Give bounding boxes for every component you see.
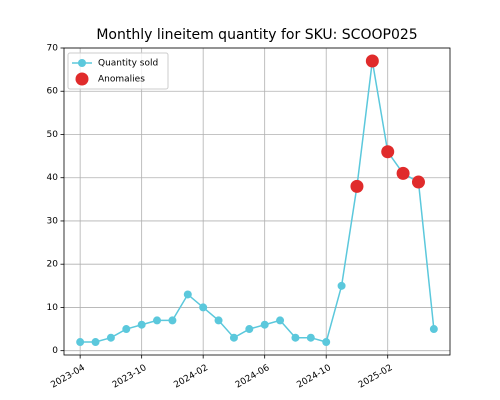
data-point	[245, 325, 254, 334]
data-point	[365, 54, 379, 68]
y-tick-label: 50	[47, 130, 59, 140]
data-point	[168, 316, 177, 325]
data-point	[291, 333, 300, 342]
y-tick-label: 40	[47, 173, 59, 183]
data-point	[229, 333, 238, 342]
legend-marker	[78, 59, 86, 67]
data-point	[153, 316, 162, 325]
data-point	[183, 290, 192, 299]
data-point	[260, 320, 269, 329]
legend-marker	[75, 72, 89, 86]
chart-title: Monthly lineitem quantity for SKU: SCOOP…	[96, 27, 417, 43]
y-tick-label: 20	[47, 260, 59, 270]
y-tick-label: 70	[47, 44, 59, 54]
data-point	[411, 175, 425, 189]
data-point	[122, 325, 131, 334]
data-point	[106, 333, 115, 342]
data-point	[350, 179, 364, 193]
data-point	[429, 325, 438, 334]
data-point	[396, 166, 410, 180]
data-point	[91, 338, 100, 347]
data-point	[337, 281, 346, 290]
data-point	[306, 333, 315, 342]
data-point	[322, 338, 331, 347]
y-tick-label: 10	[47, 303, 59, 313]
data-point	[137, 320, 146, 329]
data-point	[214, 316, 223, 325]
legend-box	[67, 52, 169, 90]
data-point	[276, 316, 285, 325]
data-point	[381, 145, 395, 159]
y-tick-label: 0	[52, 346, 58, 356]
y-tick-label: 60	[47, 87, 59, 97]
data-point	[199, 303, 208, 312]
data-point	[76, 338, 85, 347]
y-tick-label: 30	[47, 216, 59, 226]
plot-frame	[63, 47, 451, 356]
legend-label: Quantity sold	[98, 59, 158, 69]
legend-label: Anomalies	[98, 75, 145, 85]
